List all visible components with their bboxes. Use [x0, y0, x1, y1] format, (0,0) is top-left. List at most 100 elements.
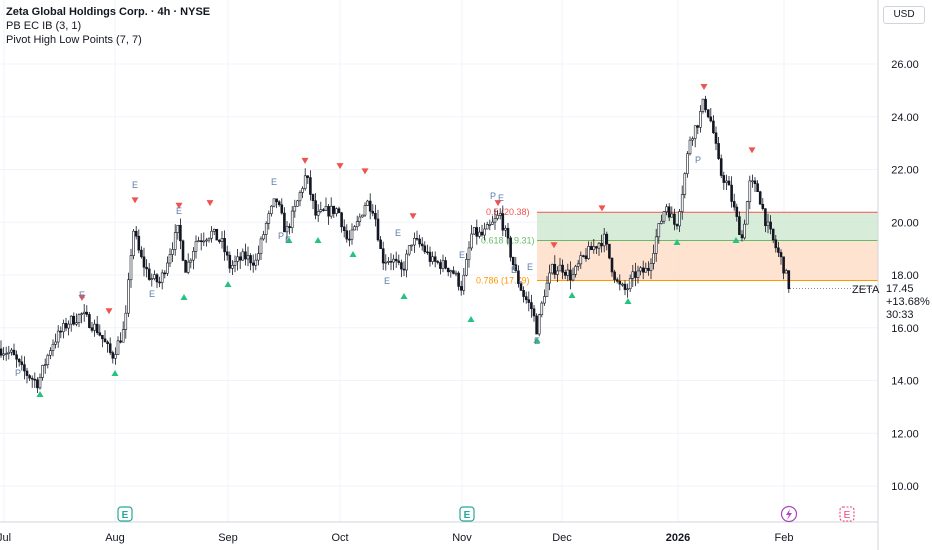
candle-body — [623, 283, 627, 290]
pivot-low-marker — [36, 391, 44, 397]
candle-body — [714, 132, 718, 144]
candle-body — [0, 348, 3, 356]
pivot-high-marker — [748, 147, 756, 154]
candle-body — [85, 311, 89, 315]
grid-lines — [0, 0, 878, 522]
candle-body — [602, 233, 606, 247]
candle-body — [309, 177, 312, 195]
pivot-low-marker — [180, 294, 188, 300]
candle-body — [774, 239, 778, 249]
pivot-high-marker — [301, 157, 309, 164]
candle-body — [366, 200, 369, 206]
candle-body — [501, 213, 505, 231]
candle-body — [49, 350, 52, 356]
candle-body — [106, 341, 109, 345]
candle-body — [480, 231, 484, 236]
pivot-high-marker — [409, 213, 417, 220]
candle-body — [553, 263, 557, 275]
candle-body — [402, 268, 406, 271]
candle-body — [103, 338, 107, 343]
candle-body — [517, 270, 520, 284]
candle-body — [371, 210, 375, 214]
time-tick-label: Jul — [0, 532, 11, 544]
candle-body — [228, 254, 232, 269]
candle-body — [410, 244, 414, 247]
candle-body — [220, 238, 224, 242]
candle-body — [758, 191, 762, 205]
price-tick-label: 10.00 — [891, 481, 919, 493]
candle-body — [537, 314, 541, 335]
candle-body — [389, 261, 393, 263]
candle-body — [67, 323, 70, 329]
candle-body — [30, 377, 34, 380]
upcoming-earnings-icon[interactable]: E — [839, 506, 855, 522]
pivot-low-marker — [224, 281, 232, 287]
candle-body — [329, 205, 333, 217]
candle-body — [548, 272, 551, 284]
time-tick-label: Oct — [331, 532, 348, 544]
candle-body — [298, 192, 302, 202]
candle-body — [142, 256, 146, 268]
earnings-event-icon-glyph: E — [122, 510, 129, 521]
candle-body — [665, 206, 668, 212]
time-tick-label: Aug — [105, 532, 125, 544]
candle-body — [436, 261, 440, 263]
candle-body — [350, 229, 354, 240]
candle-body — [335, 208, 338, 214]
candle-body — [452, 270, 455, 274]
price-tick-label: 16.00 — [891, 323, 919, 335]
candle-body — [192, 251, 195, 261]
candle-body — [218, 239, 221, 242]
candle-body — [696, 125, 700, 128]
candle-body — [753, 180, 757, 184]
price-tick-label: 22.00 — [891, 165, 919, 177]
candle-body — [12, 349, 16, 356]
candle-body — [384, 261, 388, 264]
candle-body — [129, 255, 133, 281]
candle-body — [296, 200, 299, 207]
candle-body — [54, 341, 57, 345]
candle-body — [319, 209, 323, 212]
pivot-low-marker — [400, 293, 408, 299]
indicator-pb-ec-ib[interactable]: PB EC IB (3, 1) — [6, 20, 82, 32]
candle-body — [657, 223, 661, 238]
candle-body — [400, 262, 403, 270]
candle-body — [301, 188, 304, 193]
pivot-high-marker — [131, 197, 139, 204]
candle-body — [779, 252, 783, 258]
candle-body — [701, 98, 705, 112]
flash-event-icon[interactable] — [780, 505, 798, 523]
earnings-event-icon[interactable]: E — [459, 506, 475, 522]
time-axis[interactable]: Jul Aug Sep Oct Nov Dec 2026 Feb — [0, 521, 878, 544]
candle-body — [41, 364, 44, 378]
pivot-low-marker — [624, 298, 632, 304]
candle-body — [545, 282, 549, 297]
candle-body — [342, 226, 346, 232]
time-tick-label: Sep — [218, 532, 238, 544]
earnings-label: E — [384, 276, 390, 286]
candle-body — [496, 215, 499, 219]
price-axis[interactable]: 26.00 24.00 22.00 20.00 18.00 16.00 14.00 12.00… — [790, 0, 930, 550]
candle-body — [101, 334, 104, 340]
earnings-label: E — [498, 193, 504, 203]
candle-body — [124, 312, 128, 330]
earnings-event-icon[interactable]: E — [117, 506, 133, 522]
candle-body — [23, 364, 26, 372]
candle-body — [207, 237, 211, 241]
candle-body — [709, 116, 713, 122]
currency-button[interactable]: USD — [883, 6, 925, 24]
candle-body — [423, 245, 427, 253]
indicator-pivot-high-low[interactable]: Pivot High Low Points (7, 7) — [6, 34, 142, 46]
candle-body — [743, 223, 746, 239]
candle-body — [662, 211, 666, 222]
candle-body — [405, 253, 408, 271]
candle-body — [748, 180, 752, 203]
pivot-high-marker — [598, 205, 606, 212]
candle-body — [519, 283, 523, 291]
candle-body — [108, 343, 112, 353]
candle-body — [771, 228, 775, 241]
candle-body — [431, 256, 434, 262]
candle-body — [173, 232, 177, 250]
